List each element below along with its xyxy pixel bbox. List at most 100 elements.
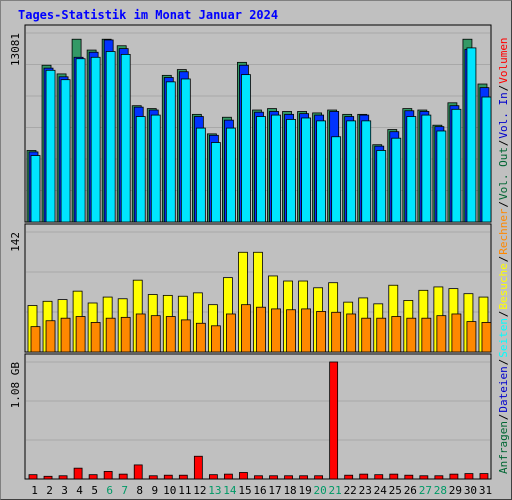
bar-rechner-day-20 [316,311,327,353]
bar-rechner-day-14 [226,313,236,353]
x-tick-label: 24 [374,484,388,497]
x-tick-label: 31 [479,484,492,497]
bar-volumen-day-14 [224,473,233,480]
bar-volumen-day-8 [133,464,143,480]
bar-rechner-day-29 [451,313,462,353]
bar-seiten-day-23 [361,120,372,223]
bar-seiten-day-28 [436,130,447,223]
x-tick-label: 8 [136,484,143,497]
bar-seiten-day-31 [481,96,492,223]
bar-volumen-day-10 [163,474,173,480]
bar-volumen-day-2 [43,475,53,480]
bar-rechner-day-25 [391,316,402,353]
x-tick-label: 17 [268,484,281,497]
legend-label: / [497,85,510,92]
bar-seiten-day-5 [90,56,101,223]
bar-seiten-day-21 [331,136,342,223]
x-tick-label: 28 [434,484,447,497]
bar-rechner-day-6 [105,317,116,353]
bar-volumen-day-24 [374,474,384,480]
bar-seiten-day-8 [135,116,146,223]
bar-rechner-day-26 [406,317,417,353]
bar-rechner-day-19 [301,308,311,353]
bar-volumen-day-22 [344,474,354,480]
legend-label: / [497,256,510,263]
legend-label: Dateien [497,366,510,412]
x-tick-label: 15 [238,484,251,497]
bar-rechner-day-4 [75,316,86,353]
x-tick-label: 6 [106,484,113,497]
bar-volumen-day-13 [208,474,218,480]
bar-seiten-day-10 [165,81,176,223]
legend-label: Rechner [497,208,510,255]
bar-volumen-day-19 [299,475,308,480]
legend-label: Seiten [497,318,510,358]
bar-rechner-day-18 [286,309,296,353]
bar-seiten-day-6 [105,51,116,223]
bar-rechner-day-8 [135,313,146,353]
x-tick-label: 7 [121,484,128,497]
bar-seiten-day-2 [45,69,56,223]
bar-seiten-day-14 [226,127,236,223]
x-tick-label: 21 [329,484,342,497]
bar-volumen-day-25 [389,473,399,480]
x-tick-label: 1 [31,484,38,497]
bar-seiten-day-27 [421,114,432,223]
x-tick-label: 26 [404,484,417,497]
bar-volumen-day-27 [419,475,429,480]
bar-seiten-day-26 [406,116,417,223]
bar-volumen-day-29 [449,473,459,480]
x-tick-label: 16 [253,484,266,497]
bar-rechner-day-30 [466,321,477,353]
x-tick-label: 12 [193,484,206,497]
bar-seiten-day-13 [210,142,221,223]
bar-volumen-day-16 [254,475,263,480]
x-tick-label: 25 [389,484,402,497]
bar-seiten-day-17 [271,114,281,223]
chart-title: Tages-Statistik im Monat Januar 2024 [18,8,279,22]
bar-volumen-day-23 [359,473,369,480]
bar-rechner-day-23 [361,317,372,353]
bar-rechner-day-11 [180,319,191,353]
y-max-label: 13081 [9,33,22,66]
legend-label: / [497,311,510,318]
bar-seiten-day-1 [30,155,41,223]
bar-seiten-day-16 [256,116,266,223]
bar-rechner-day-2 [45,320,56,353]
bar-rechner-day-5 [90,322,101,353]
bar-volumen-day-15 [239,472,248,480]
x-tick-label: 29 [449,484,462,497]
bar-volumen-day-18 [284,475,293,480]
bar-volumen-day-12 [193,455,203,480]
bar-rechner-day-10 [165,316,176,353]
bar-volumen-day-3 [58,475,68,480]
x-tick-label: 11 [178,484,191,497]
bar-volumen-day-9 [148,475,158,480]
legend-label: Volumen [497,37,510,83]
bar-volumen-day-5 [88,474,98,480]
bar-seiten-day-7 [120,53,131,223]
legend-label: Vol. Out [497,147,510,200]
bar-rechner-day-12 [195,322,206,353]
bar-rechner-day-17 [271,308,281,353]
x-tick-label: 13 [208,484,221,497]
legend-label: / [497,414,510,421]
panel-3-frame [24,353,492,480]
bar-volumen-day-26 [404,474,414,480]
x-tick-label: 22 [344,484,357,497]
bar-volumen-day-7 [118,473,128,480]
bar-seiten-day-22 [346,120,357,223]
bar-volumen-day-17 [269,475,278,480]
bar-seiten-day-15 [241,74,251,223]
bar-seiten-day-9 [150,114,161,223]
bar-seiten-day-11 [180,78,191,223]
bar-rechner-day-24 [376,317,387,353]
legend-label: Anfragen [497,421,510,474]
x-tick-label: 30 [464,484,477,497]
bar-volumen-day-1 [28,474,38,480]
x-tick-label: 19 [298,484,311,497]
bar-seiten-day-29 [451,108,462,223]
bar-seiten-day-24 [376,150,387,223]
bar-volumen-day-20 [314,475,324,480]
